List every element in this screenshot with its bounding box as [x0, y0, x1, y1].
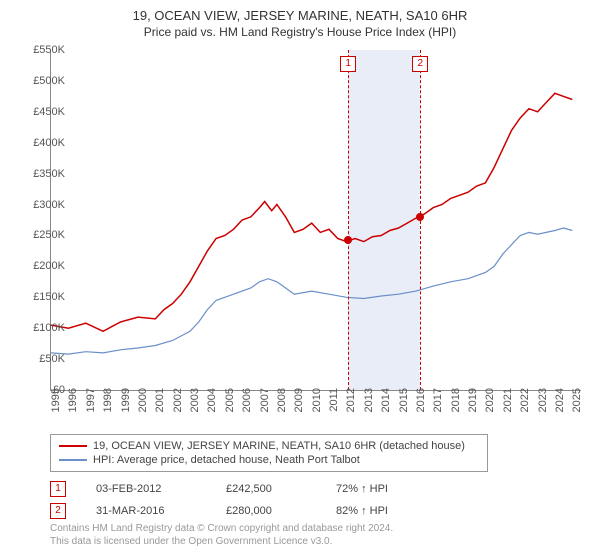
legend-swatch — [59, 445, 87, 447]
legend-swatch — [59, 459, 87, 461]
sale-row-marker: 1 — [50, 481, 66, 497]
x-tick-label: 2000 — [137, 388, 149, 428]
sale-row-marker: 2 — [50, 503, 66, 519]
x-tick-label: 2019 — [467, 388, 479, 428]
x-tick-label: 1995 — [50, 388, 62, 428]
series-hpi — [51, 228, 572, 354]
y-tick-label: £50K — [15, 353, 65, 365]
x-tick-label: 1999 — [120, 388, 132, 428]
x-tick-label: 2012 — [345, 388, 357, 428]
sale-pct: 72% ↑ HPI — [336, 483, 388, 495]
chart-area: 12 — [50, 50, 581, 391]
x-tick-label: 1997 — [85, 388, 97, 428]
legend-label: HPI: Average price, detached house, Neat… — [93, 454, 360, 466]
y-tick-label: £300K — [15, 199, 65, 211]
sale-pct: 82% ↑ HPI — [336, 505, 388, 517]
x-tick-label: 2014 — [380, 388, 392, 428]
sales-table: 1 03-FEB-2012 £242,500 72% ↑ HPI 2 31-MAR-201… — [50, 478, 388, 522]
legend-item: 19, OCEAN VIEW, JERSEY MARINE, NEATH, SA… — [59, 439, 479, 453]
x-tick-label: 2025 — [571, 388, 583, 428]
sale-row: 1 03-FEB-2012 £242,500 72% ↑ HPI — [50, 478, 388, 500]
x-tick-label: 2008 — [276, 388, 288, 428]
sale-dot — [344, 236, 352, 244]
x-tick-label: 2001 — [154, 388, 166, 428]
x-tick-label: 2002 — [172, 388, 184, 428]
y-tick-label: £200K — [15, 260, 65, 272]
sale-price: £280,000 — [226, 505, 306, 517]
chart-title: 19, OCEAN VIEW, JERSEY MARINE, NEATH, SA… — [0, 0, 600, 23]
legend: 19, OCEAN VIEW, JERSEY MARINE, NEATH, SA… — [50, 434, 488, 472]
legend-label: 19, OCEAN VIEW, JERSEY MARINE, NEATH, SA… — [93, 440, 465, 452]
x-tick-label: 2013 — [363, 388, 375, 428]
x-tick-label: 2004 — [206, 388, 218, 428]
y-tick-label: £450K — [15, 106, 65, 118]
sale-marker-box: 1 — [340, 56, 356, 72]
x-tick-label: 2010 — [311, 388, 323, 428]
x-tick-label: 2017 — [432, 388, 444, 428]
x-tick-label: 1998 — [102, 388, 114, 428]
line-series — [51, 50, 581, 390]
y-tick-label: £550K — [15, 44, 65, 56]
y-tick-label: £100K — [15, 322, 65, 334]
sale-marker-box: 2 — [412, 56, 428, 72]
chart-subtitle: Price paid vs. HM Land Registry's House … — [0, 23, 600, 43]
x-tick-label: 2006 — [241, 388, 253, 428]
x-tick-label: 2011 — [328, 388, 340, 428]
x-tick-label: 2016 — [415, 388, 427, 428]
x-tick-label: 2021 — [502, 388, 514, 428]
x-tick-label: 2007 — [259, 388, 271, 428]
x-tick-label: 2018 — [450, 388, 462, 428]
sale-date: 31-MAR-2016 — [96, 505, 196, 517]
x-tick-label: 2005 — [224, 388, 236, 428]
y-tick-label: £400K — [15, 137, 65, 149]
x-tick-label: 2023 — [537, 388, 549, 428]
x-tick-label: 1996 — [67, 388, 79, 428]
x-tick-label: 2015 — [398, 388, 410, 428]
x-tick-label: 2003 — [189, 388, 201, 428]
footer-line1: Contains HM Land Registry data © Crown c… — [50, 522, 393, 535]
y-tick-label: £500K — [15, 75, 65, 87]
sale-dot — [416, 213, 424, 221]
footer-attribution: Contains HM Land Registry data © Crown c… — [50, 522, 393, 548]
x-tick-label: 2022 — [519, 388, 531, 428]
series-price_paid — [51, 93, 572, 331]
y-tick-label: £150K — [15, 291, 65, 303]
sale-marker-line — [348, 50, 349, 390]
x-tick-label: 2009 — [293, 388, 305, 428]
y-tick-label: £350K — [15, 168, 65, 180]
footer-line2: This data is licensed under the Open Gov… — [50, 535, 393, 548]
legend-item: HPI: Average price, detached house, Neat… — [59, 453, 479, 467]
sale-price: £242,500 — [226, 483, 306, 495]
sale-date: 03-FEB-2012 — [96, 483, 196, 495]
sale-row: 2 31-MAR-2016 £280,000 82% ↑ HPI — [50, 500, 388, 522]
y-tick-label: £250K — [15, 229, 65, 241]
x-tick-label: 2020 — [484, 388, 496, 428]
x-tick-label: 2024 — [554, 388, 566, 428]
